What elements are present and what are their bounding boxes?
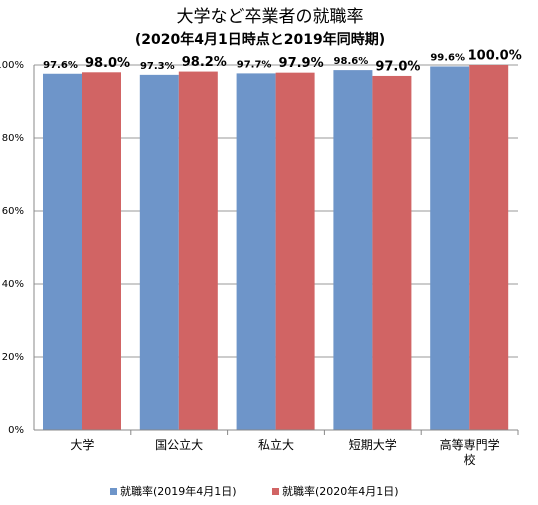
y-tick-label: 20% xyxy=(2,352,24,363)
bar xyxy=(430,66,470,431)
legend-swatch xyxy=(272,488,279,495)
bar xyxy=(372,75,412,430)
legend-label: 就職率(2020年4月1日) xyxy=(282,484,399,498)
value-label: 97.9% xyxy=(279,56,324,71)
x-tick-label: 短期大学 xyxy=(348,438,397,452)
y-tick-label: 40% xyxy=(2,279,24,290)
bar xyxy=(139,74,179,430)
bar xyxy=(236,73,276,431)
chart-subtitle: (2020年4月1日時点と2019年同時期) xyxy=(135,31,385,48)
bar xyxy=(469,65,509,430)
value-label: 98.6% xyxy=(334,56,369,67)
legend-swatch xyxy=(110,488,117,495)
value-label: 97.6% xyxy=(43,60,78,71)
value-label: 97.0% xyxy=(375,59,420,74)
bar xyxy=(178,71,218,430)
bar xyxy=(82,72,121,431)
y-tick-label: 0% xyxy=(8,425,24,436)
legend-label: 就職率(2019年4月1日) xyxy=(120,484,237,498)
value-label: 100.0% xyxy=(468,49,522,64)
bar xyxy=(275,72,315,430)
x-tick-label: 高等専門学校 xyxy=(439,438,500,467)
y-tick-label: 80% xyxy=(2,133,24,144)
value-label: 98.0% xyxy=(85,56,130,71)
value-label: 97.3% xyxy=(140,61,175,72)
x-tick-label: 大学 xyxy=(70,438,95,452)
bar xyxy=(333,70,373,431)
value-label: 99.6% xyxy=(430,52,465,63)
y-tick-label: 60% xyxy=(2,206,24,217)
value-label: 97.7% xyxy=(237,59,272,70)
x-tick-label: 国公立大 xyxy=(155,438,204,452)
chart-title: 大学など卒業者の就職率 xyxy=(177,7,364,27)
y-tick-label: 100% xyxy=(0,60,24,71)
x-tick-label: 私立大 xyxy=(257,438,294,452)
bar xyxy=(43,73,82,430)
value-label: 98.2% xyxy=(182,55,227,70)
